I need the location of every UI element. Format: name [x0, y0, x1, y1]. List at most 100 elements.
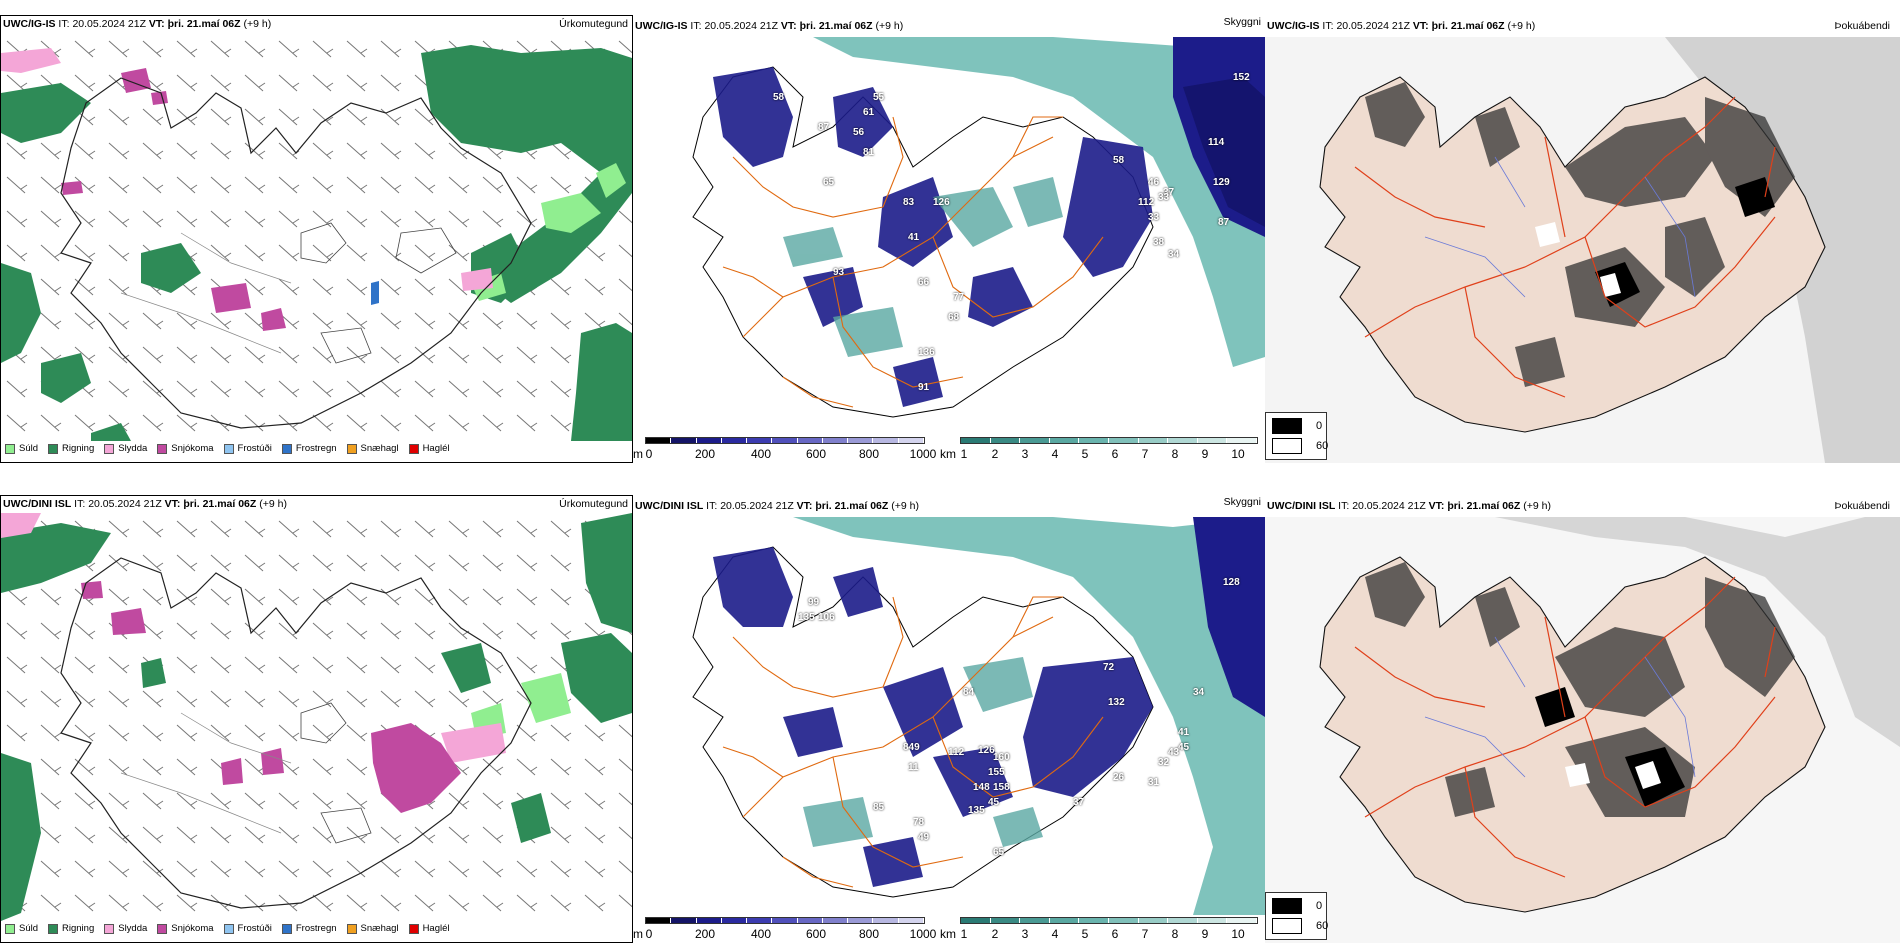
- colorbar-tick: 0: [645, 927, 653, 941]
- legend-swatch: [223, 443, 234, 454]
- visibility-value-label: 78: [913, 817, 925, 828]
- visibility-value-label: 37: [1073, 797, 1085, 808]
- visibility-colorbar-strip: [960, 917, 1258, 924]
- visibility-value-label: 65: [823, 177, 835, 188]
- visibility-value-label: 58: [1113, 155, 1125, 166]
- visibility-map-svg: [692, 517, 1265, 915]
- colorbar-cell: [797, 438, 823, 443]
- init-label: IT:: [58, 18, 70, 30]
- visibility-value-label: 126: [978, 745, 995, 756]
- colorbar-tick: 3: [1021, 927, 1029, 941]
- panel-title: Úrkomutegund: [559, 498, 628, 510]
- fog-legend-item: 0: [1272, 898, 1322, 914]
- legend-swatch: [281, 443, 292, 454]
- visibility-value-label: 65: [993, 847, 1005, 858]
- visibility-value-label: 31: [1148, 777, 1160, 788]
- panel-title: Úrkomutegund: [559, 18, 628, 30]
- legend-label: Slydda: [118, 443, 148, 454]
- colorbar-tick: 400: [750, 447, 772, 461]
- legend-swatch: [346, 923, 357, 934]
- colorbar-cell: [873, 918, 899, 923]
- legend-swatch: [346, 443, 357, 454]
- visibility-value-label: 155: [988, 767, 1005, 778]
- precip-map-svg: [1, 33, 632, 441]
- legend-swatch: [157, 923, 168, 934]
- colorbar-cell: [961, 438, 991, 443]
- colorbar-cell: [1079, 918, 1109, 923]
- fog-legend-label: 0: [1316, 420, 1323, 432]
- visibility-panel-row2: UWC/DINI ISL IT: 20.05.2024 21Z VT: þri.…: [633, 495, 1265, 943]
- init-time: 20.05.2024 21Z: [72, 18, 146, 30]
- colorbar-cell: [1020, 438, 1050, 443]
- fog-legend-swatch: [1272, 438, 1302, 454]
- colorbar-tick: 9: [1201, 927, 1209, 941]
- legend-swatch: [281, 923, 292, 934]
- visibility-value-label: 135: [968, 805, 985, 816]
- legend-swatch: [408, 443, 419, 454]
- visibility-value-labels-row2: 128 41 34 45 43 32 31 26 37 65 45 158 155 160 126 112 14…: [633, 517, 1265, 915]
- panel-title: Þokuábendi: [1834, 500, 1890, 512]
- legend-item-rigning: Rigning: [48, 443, 94, 454]
- valid-time: þri. 21.maí 06Z: [183, 498, 257, 510]
- colorbar-cell: [671, 438, 697, 443]
- lead-time: (+9 h): [875, 20, 904, 32]
- init-label: IT:: [706, 500, 718, 512]
- fog-legend-label: 60: [1316, 440, 1329, 452]
- colorbar-cell: [721, 438, 748, 443]
- visibility-value-label: 84: [963, 687, 975, 698]
- visibility-value-label: 91: [918, 382, 930, 393]
- colorbar-tick: 0: [645, 447, 653, 461]
- fog-map: [1265, 517, 1900, 943]
- fog-legend-item: 60: [1272, 438, 1328, 454]
- fog-map-svg: [1265, 37, 1900, 463]
- visibility-value-label: 43: [1168, 747, 1180, 758]
- legend-label: Snæhagl: [360, 443, 399, 454]
- cloudbase-colorbar: m 0 200 400 600 800 1000: [633, 917, 936, 943]
- colorbar-tick: 7: [1141, 927, 1149, 941]
- init-label: IT:: [690, 20, 702, 32]
- legend-item-snjokoma: Snjókoma: [157, 923, 214, 934]
- legend-swatch: [5, 923, 15, 934]
- visibility-value-label: 32: [1158, 757, 1170, 768]
- colorbar-cell: [1197, 918, 1228, 923]
- cloudbase-colorbar-strip: [645, 917, 925, 924]
- colorbar-cell: [1108, 918, 1139, 923]
- colorbar-cell: [1168, 918, 1198, 923]
- init-time: 20.05.2024 21Z: [1336, 20, 1410, 32]
- visibility-value-label: 26: [1113, 772, 1125, 783]
- colorbar-tick: 4: [1051, 927, 1059, 941]
- lead-time: (+9 h): [891, 500, 919, 512]
- valid-time: þri. 21.maí 06Z: [815, 500, 889, 512]
- visibility-value-label: 99: [808, 597, 820, 608]
- colorbar-tick: 8: [1171, 927, 1179, 941]
- legend-label: Rigning: [62, 923, 95, 934]
- visibility-value-label: 112: [1138, 197, 1155, 208]
- legend-label: Snjókoma: [171, 443, 214, 454]
- legend-swatch: [48, 443, 59, 454]
- colorbar-cell: [1227, 438, 1257, 443]
- visibility-value-label: 61: [863, 107, 875, 118]
- colorbar-cell: [671, 918, 697, 923]
- legend-item-snaehagl: Snæhagl: [346, 443, 399, 454]
- visibility-value-label: 135: [798, 612, 815, 623]
- colorbar-cell: [990, 438, 1021, 443]
- precip-legend: Súld Rigning Slydda Snjókoma Frostúði Fr…: [5, 923, 450, 934]
- panel-header: UWC/DINI ISL IT: 20.05.2024 21Z VT: þri.…: [635, 500, 919, 512]
- legend-label: Snæhagl: [360, 923, 399, 934]
- model-name: UWC/IG-IS: [3, 18, 56, 30]
- visibility-value-label: 11: [908, 762, 919, 773]
- colorbar-cell: [797, 918, 823, 923]
- colorbar-cell: [898, 438, 924, 443]
- visibility-value-label: 41: [908, 232, 920, 243]
- legend-item-slydda: Slydda: [104, 923, 147, 934]
- init-time: 20.05.2024 21Z: [704, 20, 778, 32]
- legend-label: Súld: [19, 443, 39, 454]
- legend-label: Frostregn: [295, 923, 337, 934]
- valid-label: VT:: [1428, 500, 1445, 512]
- visibility-value-label: 37: [1163, 187, 1175, 198]
- valid-label: VT:: [796, 500, 813, 512]
- colorbar-cell: [848, 438, 874, 443]
- visibility-value-label: 66: [918, 277, 930, 288]
- legend-swatch: [408, 923, 419, 934]
- colorbar-cell: [1049, 918, 1080, 923]
